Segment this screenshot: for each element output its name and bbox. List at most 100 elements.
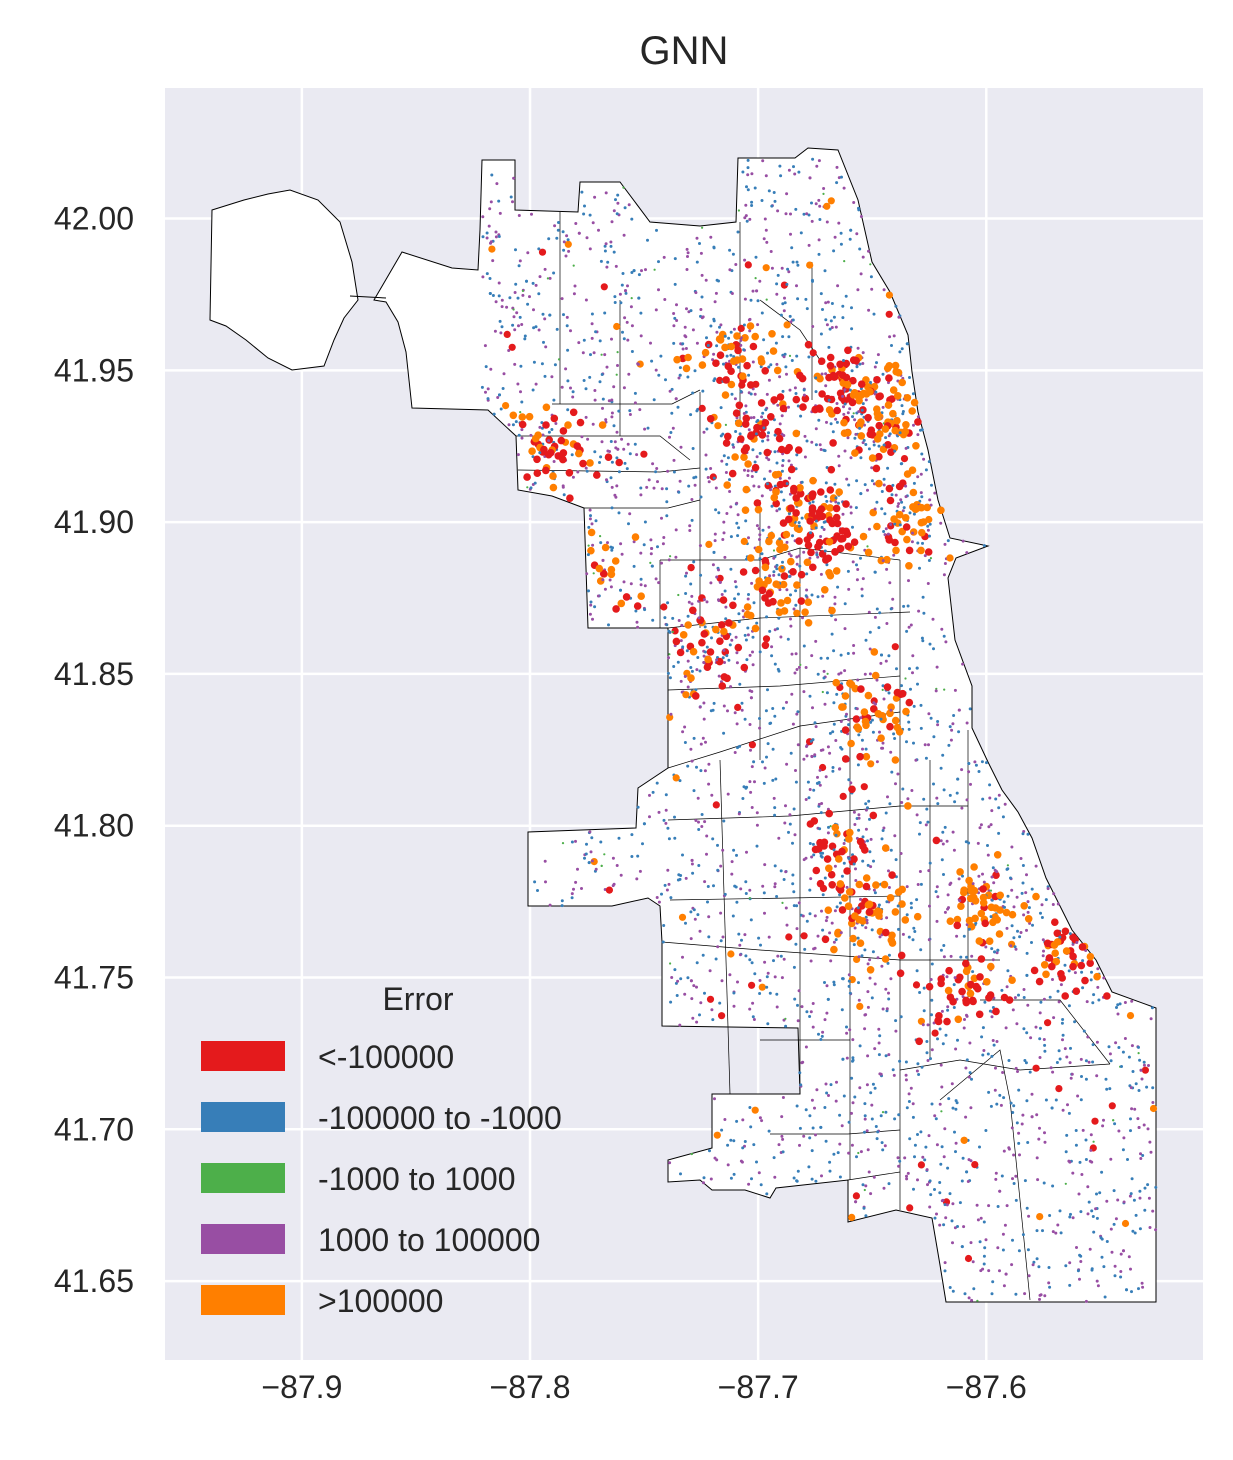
data-point: [829, 1083, 833, 1087]
data-point: [744, 214, 748, 218]
data-point: [885, 374, 893, 382]
data-point: [741, 334, 749, 342]
data-point: [907, 625, 911, 629]
data-point: [779, 404, 788, 413]
data-point: [610, 337, 613, 341]
data-point: [1092, 1140, 1095, 1143]
data-point: [838, 901, 842, 905]
data-point: [607, 399, 611, 403]
data-point: [573, 284, 577, 288]
data-point: [757, 399, 766, 407]
data-point: [886, 795, 889, 799]
data-point: [913, 912, 922, 921]
data-point: [616, 193, 620, 197]
data-point: [1138, 1058, 1142, 1062]
data-point: [795, 904, 799, 908]
data-point: [805, 572, 809, 576]
data-point: [954, 1141, 958, 1145]
data-point: [887, 654, 891, 658]
data-point: [787, 557, 795, 566]
data-point: [617, 511, 621, 515]
y-tick-label: 42.00: [54, 201, 134, 237]
data-point: [557, 436, 566, 445]
data-point: [810, 855, 814, 859]
data-point: [986, 853, 990, 857]
data-point: [908, 1137, 912, 1141]
data-point: [795, 712, 799, 716]
data-point: [542, 421, 550, 429]
data-point: [571, 390, 575, 394]
data-point: [888, 335, 892, 339]
data-point: [669, 896, 673, 900]
data-point: [874, 1125, 878, 1128]
data-point: [802, 393, 806, 397]
data-point: [815, 1088, 819, 1092]
data-point: [693, 917, 697, 921]
data-point: [1100, 1255, 1104, 1259]
data-point: [850, 1111, 853, 1115]
data-point: [757, 1171, 761, 1175]
data-point: [800, 1061, 804, 1065]
data-point: [702, 1176, 706, 1180]
data-point: [936, 1037, 939, 1041]
data-point: [812, 788, 816, 792]
data-point: [984, 1129, 988, 1132]
data-point: [950, 728, 954, 732]
data-point: [579, 459, 587, 468]
data-point: [639, 551, 643, 555]
data-point: [1025, 1206, 1029, 1210]
data-point: [599, 541, 603, 545]
data-point: [952, 848, 956, 852]
data-point: [856, 346, 860, 350]
data-point: [1122, 1249, 1125, 1253]
data-point: [772, 1156, 776, 1160]
data-point: [533, 481, 537, 485]
data-point: [781, 1096, 785, 1099]
data-point: [952, 1006, 956, 1009]
data-point: [781, 335, 785, 339]
data-point: [804, 297, 808, 301]
data-point: [941, 842, 945, 846]
data-point: [899, 1015, 903, 1019]
data-point: [596, 594, 600, 598]
data-point: [673, 355, 681, 364]
data-point: [889, 708, 893, 712]
data-point: [974, 763, 978, 767]
data-point: [881, 559, 885, 563]
data-point: [787, 830, 790, 834]
data-point: [782, 434, 786, 437]
data-point: [946, 554, 954, 562]
data-point: [905, 546, 914, 555]
data-point: [1084, 1138, 1088, 1142]
data-point: [748, 217, 752, 221]
community-boundary: [660, 547, 901, 561]
data-point: [811, 842, 815, 846]
data-point: [746, 626, 750, 630]
data-point: [727, 658, 731, 662]
data-point: [771, 778, 775, 782]
data-point: [794, 780, 798, 784]
data-point: [690, 498, 694, 501]
data-point: [562, 248, 566, 252]
data-point: [977, 955, 986, 963]
data-point: [857, 208, 861, 212]
data-point: [936, 720, 940, 723]
data-point: [893, 834, 897, 838]
data-point: [924, 1145, 928, 1149]
data-point: [784, 870, 788, 874]
data-point: [909, 528, 918, 536]
data-point: [1034, 864, 1038, 868]
data-point: [863, 1188, 866, 1192]
data-point: [619, 542, 623, 546]
data-point: [1011, 1111, 1015, 1114]
data-point: [919, 518, 928, 526]
data-point: [838, 527, 847, 535]
data-point: [516, 382, 520, 386]
data-point: [630, 217, 634, 221]
data-point: [639, 311, 643, 315]
data-point: [943, 825, 947, 829]
data-point: [832, 701, 836, 705]
data-point: [553, 363, 557, 367]
